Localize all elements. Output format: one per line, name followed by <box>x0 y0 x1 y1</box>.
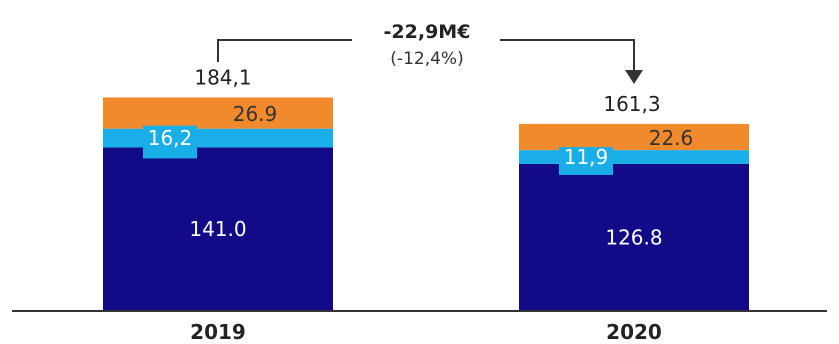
category-label-2019: 2019 <box>190 320 246 344</box>
bar-segment-2019-s0 <box>103 147 333 311</box>
segment-label-2019-s1: 16,2 <box>148 126 193 150</box>
category-label-2020: 2020 <box>606 320 662 344</box>
bar-segment-2019-s2 <box>103 97 333 129</box>
segment-label-2020-s0: 126.8 <box>605 225 662 249</box>
segment-label-2020-s2: 22.6 <box>649 126 694 150</box>
bar-segment-2020-s1 <box>519 150 749 164</box>
labels-layer: 141.0 16,2 26.9 184,1 2019 126.8 11,9 22.6 161,3… <box>143 65 693 344</box>
bar-segment-2020-s2 <box>519 123 749 151</box>
segment-label-2019-s2: 26.9 <box>233 102 278 126</box>
change-percent-label: (-12,4%) <box>390 49 463 69</box>
change-value-label: -22,9M€ <box>384 21 471 43</box>
segment-label-2020-s1: 11,9 <box>564 145 609 169</box>
bar-segment-2020-s0 <box>519 163 749 311</box>
change-annotation: -22,9M€ (-12,4%) <box>217 21 643 84</box>
segment-label-bg-2019-s1 <box>143 125 197 159</box>
total-label-2020: 161,3 <box>603 92 660 116</box>
total-label-2019: 184,1 <box>194 65 251 89</box>
segment-label-bg-2020-s1 <box>559 147 613 175</box>
change-arrow-head <box>625 70 643 84</box>
bar-segment-2019-s1 <box>103 128 333 148</box>
segment-label-2019-s0: 141.0 <box>189 217 246 241</box>
change-bracket <box>217 39 635 72</box>
